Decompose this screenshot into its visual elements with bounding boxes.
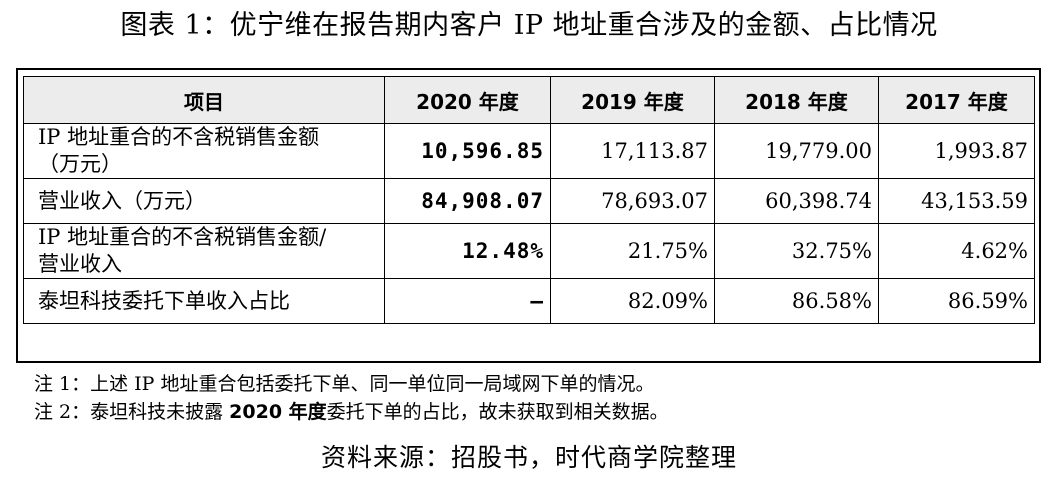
cell-value: 12.48% [384,223,551,279]
cell-value: 78,693.07 [550,178,715,224]
row-label: IP 地址重合的不含税销售金额/ 营业收入 [23,223,385,279]
cell-value: 32.75% [714,223,879,279]
cell-value: 86.59% [878,278,1035,324]
footnote-1: 注 1：上述 IP 地址重合包括委托下单、同一单位同一局域网下单的情况。 [34,373,655,395]
footnote-2-bold: 2020 年度 [229,401,327,423]
header-2018: 2018 年度 [714,76,879,124]
footnotes: 注 1：上述 IP 地址重合包括委托下单、同一单位同一局域网下单的情况。 注 2… [34,370,669,426]
row-label-line1: 营业收入（万元） [38,188,206,213]
header-2017: 2017 年度 [878,76,1035,124]
cell-value: 86.58% [714,278,879,324]
figure-title: 图表 1：优宁维在报告期内客户 IP 地址重合涉及的金额、占比情况 [120,10,938,41]
cell-value: 84,908.07 [384,178,551,224]
table-header-row: 项目 2020 年度 2019 年度 2018 年度 2017 年度 [23,76,1035,124]
row-label-line1: IP 地址重合的不含税销售金额 [38,125,320,149]
table-row: IP 地址重合的不含税销售金额/ 营业收入 12.48% 21.75% 32.7… [23,223,1035,279]
cell-value: 43,153.59 [878,178,1035,224]
header-2020: 2020 年度 [384,76,551,124]
row-label: 营业收入（万元） [23,178,385,224]
row-label-line2: 营业收入 [38,252,122,276]
table-row: IP 地址重合的不含税销售金额 （万元） 10,596.85 17,113.87… [23,123,1035,179]
footnote-2: 注 2：泰坦科技未披露 2020 年度委托下单的占比，故未获取到相关数据。 [34,398,669,426]
cell-value: 17,113.87 [550,123,715,179]
cell-value: 60,398.74 [714,178,879,224]
cell-value: 1,993.87 [878,123,1035,179]
data-table: 项目 2020 年度 2019 年度 2018 年度 2017 年度 IP 地址… [23,76,1035,324]
table-row: 泰坦科技委托下单收入占比 – 82.09% 86.58% 86.59% [23,278,1035,324]
row-label-line1: 泰坦科技委托下单收入占比 [38,288,290,313]
cell-value: – [384,278,551,324]
footnote-2-suffix: 委托下单的占比，故未获取到相关数据。 [326,401,669,423]
row-label: IP 地址重合的不含税销售金额 （万元） [23,123,385,179]
cell-value: 21.75% [550,223,715,279]
cell-value: 82.09% [550,278,715,324]
cell-value: 4.62% [878,223,1035,279]
cell-value: 10,596.85 [384,123,551,179]
row-label-line2: （万元） [38,152,122,176]
cell-value: 19,779.00 [714,123,879,179]
row-label-line1: IP 地址重合的不含税销售金额/ [38,225,327,249]
table-row: 营业收入（万元） 84,908.07 78,693.07 60,398.74 4… [23,178,1035,224]
header-2019: 2019 年度 [550,76,715,124]
header-item: 项目 [23,76,385,124]
source-line: 资料来源：招股书，时代商学院整理 [320,443,737,472]
data-table-frame: 项目 2020 年度 2019 年度 2018 年度 2017 年度 IP 地址… [16,68,1041,363]
row-label: 泰坦科技委托下单收入占比 [23,278,385,324]
footnote-2-prefix: 注 2：泰坦科技未披露 [34,401,230,423]
